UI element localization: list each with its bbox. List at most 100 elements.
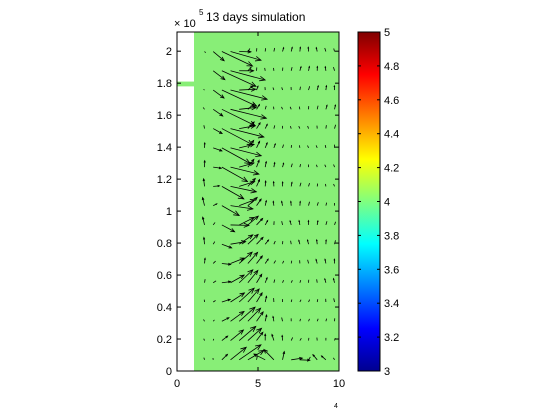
quiver-arrow xyxy=(221,281,231,284)
quiver-arrow xyxy=(247,85,254,91)
quiver-arrow xyxy=(333,183,335,187)
y-multiplier-label: × 10 xyxy=(174,18,196,30)
quiver-arrowhead xyxy=(316,65,319,68)
quiver-arrow xyxy=(315,145,318,149)
quiver-arrow xyxy=(212,319,215,322)
quiver-arrow xyxy=(308,201,310,206)
y-tick-label: 1 xyxy=(166,206,172,218)
inlet-surface xyxy=(177,81,195,87)
quiver-arrow xyxy=(221,335,228,341)
quiver-arrow xyxy=(230,108,267,119)
quiver-arrowhead xyxy=(257,159,260,163)
quiver-arrow xyxy=(299,182,302,187)
quiver-arrowhead xyxy=(243,222,250,228)
quiver-arrow xyxy=(239,143,255,149)
quiver-arrowhead xyxy=(299,65,302,69)
quiver-arrow xyxy=(239,88,256,91)
quiver-arrow xyxy=(256,311,264,322)
quiver-arrowhead xyxy=(261,95,269,101)
quiver-arrow xyxy=(204,51,206,54)
quiver-arrow xyxy=(247,328,262,341)
quiver-arrow xyxy=(324,47,327,52)
quiver-arrowhead xyxy=(316,219,319,223)
quiver-arrowhead xyxy=(273,161,276,165)
quiver-arrowhead xyxy=(257,178,261,182)
quiver-arrow xyxy=(333,298,335,303)
quiver-arrowhead xyxy=(233,210,241,217)
quiver-arrowhead xyxy=(247,269,254,276)
quiver-arrow xyxy=(324,144,327,148)
quiver-arrow xyxy=(212,300,216,303)
quiver-arrowhead xyxy=(315,46,318,49)
quiver-arrowhead xyxy=(251,121,255,125)
quiver-arrowhead xyxy=(263,348,269,354)
quiver-arrow xyxy=(325,318,327,322)
quiver-arrow xyxy=(299,338,302,341)
quiver-arrow xyxy=(221,166,248,182)
x-tick-label: 10 xyxy=(333,378,345,390)
quiver-arrow xyxy=(290,337,294,341)
quiver-arrow xyxy=(239,107,257,110)
quiver-arrowhead xyxy=(225,335,229,339)
quiver-arrow xyxy=(273,47,276,52)
quiver-arrow xyxy=(256,237,264,245)
quiver-arrowhead xyxy=(240,346,248,353)
y-axis-ticks: 0 0.2 0.4 0.6 0.8 1 1.2 1.4 1.6 1.8 2 xyxy=(157,46,339,378)
quiver-arrowhead xyxy=(265,199,267,203)
quiver-arrowhead xyxy=(253,269,259,276)
quiver-arrow xyxy=(247,270,259,283)
quiver-arrow xyxy=(247,234,259,245)
quiver-arrowhead xyxy=(215,203,218,206)
quiver-arrowhead xyxy=(282,46,285,49)
quiver-arrow xyxy=(264,67,266,71)
colorbar-tick-label: 4.6 xyxy=(384,95,399,107)
quiver-arrowhead xyxy=(251,139,255,144)
quiver-arrow xyxy=(316,318,319,322)
quiver-arrowhead xyxy=(258,198,262,202)
quiver-arrow xyxy=(282,280,284,283)
quiver-arrow xyxy=(273,260,276,264)
quiver-arrow xyxy=(282,260,285,264)
quiver-arrowhead xyxy=(220,75,226,81)
quiver-arrow xyxy=(230,274,245,284)
quiver-arrowhead xyxy=(260,236,264,241)
quiver-arrowhead xyxy=(227,298,232,302)
quiver-arrowhead xyxy=(325,104,328,107)
quiver-arrow xyxy=(230,241,246,245)
quiver-arrowhead xyxy=(203,141,206,145)
colorbar-ticks: 3 3.2 3.4 3.6 3.8 4 4.2 4.4 4.6 4.8 5 xyxy=(358,27,399,378)
quiver-arrowhead xyxy=(265,276,268,280)
quiver-arrow xyxy=(221,128,253,146)
quiver-arrow xyxy=(325,221,328,226)
quiver-arrow xyxy=(230,329,244,341)
quiver-arrowhead xyxy=(264,180,267,183)
colorbar-tick-label: 3.6 xyxy=(384,264,399,276)
quiver-arrow xyxy=(316,202,319,206)
quiver-arrowhead xyxy=(252,177,257,182)
quiver-arrow xyxy=(230,128,264,138)
quiver-arrow xyxy=(238,326,257,341)
quiver-arrow xyxy=(247,197,258,206)
quiver-arrow xyxy=(238,306,256,322)
quiver-arrowhead xyxy=(238,329,245,335)
quiver-arrowhead xyxy=(257,133,265,139)
quiver-arrowhead xyxy=(253,353,258,358)
quiver-arrow xyxy=(247,159,255,168)
quiver-arrow xyxy=(230,347,247,361)
quiver-arrowhead xyxy=(291,46,293,49)
quiver-arrow xyxy=(308,318,310,322)
quiver-arrowhead xyxy=(282,350,286,355)
quiver-arrowhead xyxy=(201,216,205,220)
quiver-arrow xyxy=(333,48,335,52)
quiver-arrowhead xyxy=(333,258,336,261)
y-tick-label: 1.6 xyxy=(157,110,172,122)
quiver-arrow xyxy=(203,237,205,245)
quiver-arrowhead xyxy=(257,140,261,144)
quiver-arrowhead xyxy=(266,219,269,223)
y-tick-label: 0.8 xyxy=(157,238,172,250)
quiver-arrow xyxy=(247,178,256,187)
quiver-arrow xyxy=(212,89,225,99)
quiver-arrowhead xyxy=(249,325,257,332)
quiver-arrow xyxy=(308,86,311,91)
